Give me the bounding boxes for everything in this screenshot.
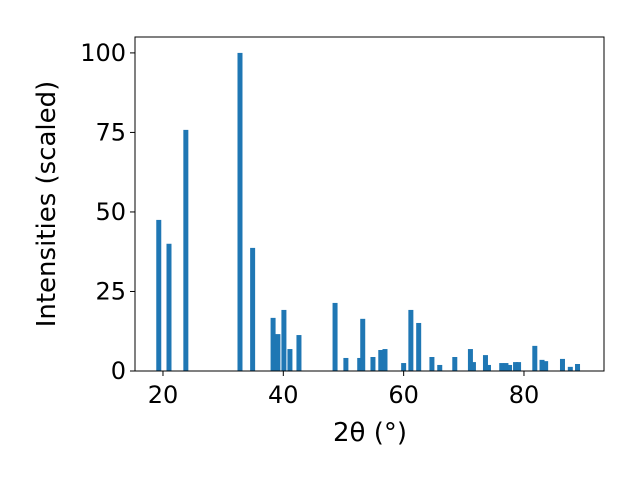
x-tick-label: 80 [509, 381, 540, 409]
bar [416, 322, 422, 371]
bar [343, 357, 349, 371]
bar [382, 349, 388, 371]
bar [183, 129, 189, 371]
bar [357, 357, 363, 371]
bar [275, 334, 281, 371]
bar [575, 364, 581, 371]
bar [401, 363, 407, 371]
bar [296, 335, 302, 371]
bar [378, 350, 384, 371]
bar [281, 309, 287, 371]
bar [532, 345, 538, 371]
y-tick-label: 75 [95, 118, 126, 146]
bar [156, 219, 162, 371]
y-tick-label: 100 [80, 39, 126, 67]
bar [503, 363, 509, 371]
bar [270, 317, 276, 371]
y-tick-label: 50 [95, 198, 126, 226]
x-tick-label: 40 [268, 381, 299, 409]
bar [437, 364, 443, 371]
bar [499, 363, 505, 371]
bar [332, 302, 338, 371]
bar [539, 359, 545, 371]
bar [516, 362, 522, 371]
bar [452, 357, 458, 371]
bar [559, 358, 565, 371]
bar [482, 355, 488, 371]
bar [370, 357, 376, 371]
y-axis-label: Intensities (scaled) [32, 81, 62, 328]
bar [250, 247, 256, 371]
bar [485, 364, 491, 371]
bar [166, 243, 172, 371]
bar [543, 361, 549, 371]
bar [567, 366, 573, 371]
bar [287, 349, 293, 371]
bar [470, 362, 476, 371]
bar [507, 364, 513, 371]
plot-frame [134, 36, 605, 372]
bar [467, 349, 473, 371]
y-tick-label: 25 [95, 277, 126, 305]
bar [408, 309, 414, 371]
bar [360, 318, 366, 371]
y-tick-label: 0 [111, 357, 126, 385]
x-tick-label: 20 [148, 381, 179, 409]
bar [237, 52, 243, 372]
x-tick-label: 60 [388, 381, 419, 409]
x-axis-label: 2θ (°) [333, 418, 407, 448]
bar [429, 357, 435, 371]
bar [513, 362, 519, 371]
